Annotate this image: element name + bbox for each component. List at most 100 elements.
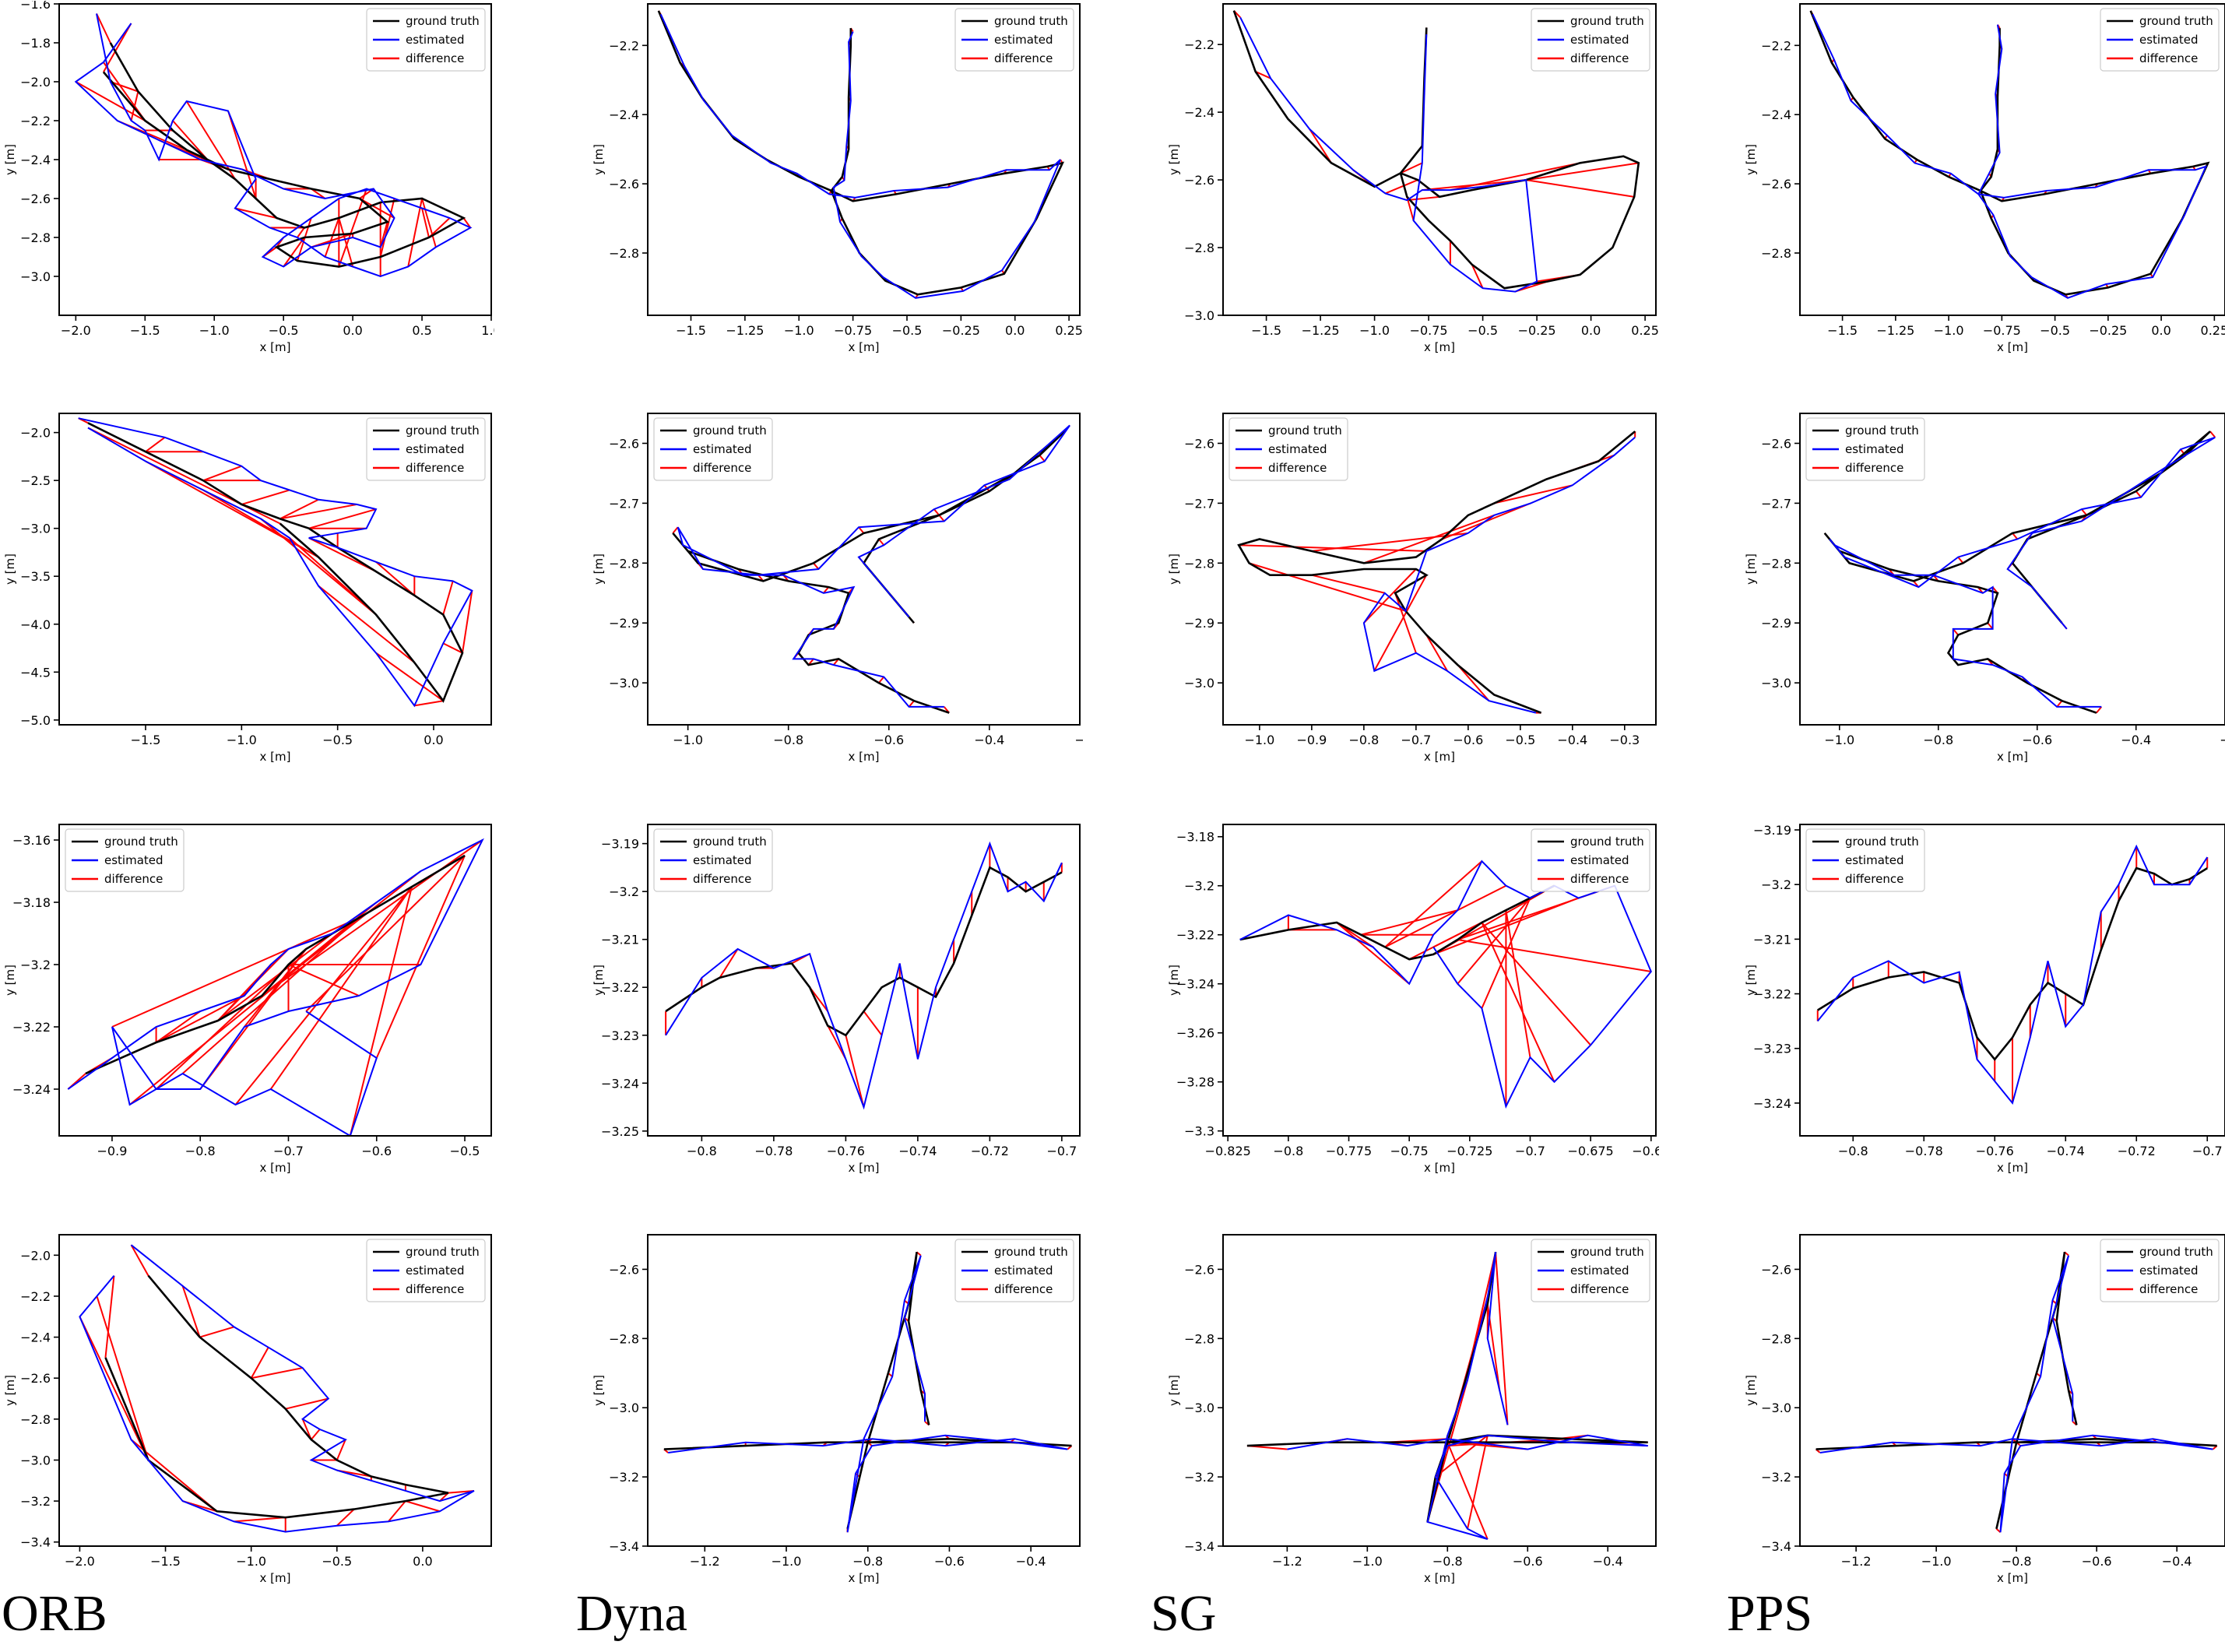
x-tick-label: −0.76: [827, 1144, 865, 1158]
x-tick-label: 1.0: [481, 323, 494, 338]
trajectory-plot-r3-c3: −1.2 −1.0 −0.8 −0.6 −0.4 −3.4 −3.2 −3.0 −2.8 −2.6…: [1744, 1234, 2225, 1585]
plot-frame: [1222, 413, 1657, 726]
difference-segment: [2012, 533, 2019, 540]
plot-frame: [1799, 413, 2225, 726]
legend: ground truth estimated difference: [653, 828, 773, 892]
y-tick-label: −2.6: [609, 177, 639, 192]
x-tick-label: −0.8: [687, 1144, 717, 1158]
y-tick-label: −2.4: [1761, 107, 1791, 122]
y-axis-label: y [m]: [592, 554, 606, 585]
difference-segment: [405, 1500, 441, 1513]
trajectory-plot-r1-c2: −1.0 −0.9 −0.8 −0.7 −0.6 −0.5 −0.4 −0.3 −3.0 −2.9…: [1167, 413, 1657, 764]
difference-segment: [672, 526, 679, 534]
legend-label: estimated: [1845, 442, 1904, 456]
y-tick-label: −3.4: [1761, 1539, 1791, 1554]
x-tick-label: −0.5: [322, 733, 353, 747]
y-tick-label: −2.6: [1761, 436, 1791, 451]
difference-segment: [199, 948, 307, 1090]
difference-segment: [1457, 897, 1531, 985]
ground-truth-series-line: [1239, 884, 1555, 961]
difference-segment: [279, 498, 319, 520]
x-axis-label: x [m]: [1424, 1161, 1455, 1175]
difference-segment: [442, 581, 454, 615]
legend-label: ground truth: [1570, 1245, 1644, 1259]
legend-label: estimated: [1570, 33, 1629, 47]
difference-segment: [145, 460, 319, 558]
column-label-orb: ORB: [2, 1585, 107, 1642]
legend-box: [65, 828, 185, 892]
y-tick-label: −3.24: [12, 1082, 51, 1097]
legend: ground truth estimated difference: [2100, 1239, 2220, 1302]
y-tick-label: −3.0: [20, 269, 51, 284]
legend: ground truth estimated difference: [366, 417, 486, 481]
legend-label: estimated: [693, 853, 752, 867]
legend-label: difference: [1570, 1282, 1629, 1296]
y-tick-label: −3.2: [20, 958, 51, 972]
difference-segment: [234, 886, 413, 1105]
y-tick-label: −3.28: [1176, 1075, 1214, 1090]
difference-segment: [1255, 71, 1271, 79]
x-tick-label: −0.8: [1273, 1144, 1303, 1158]
difference-segment: [1363, 568, 1417, 624]
legend-label: ground truth: [406, 14, 480, 28]
trajectory-plot-r0-c1: −1.5 −1.25 −1.0 −0.75 −0.5 −0.25 0.0 0.25 −2.8 −2…: [592, 3, 1083, 354]
x-tick-label: −0.4: [1557, 733, 1587, 747]
y-tick-label: −2.6: [1184, 436, 1214, 451]
x-tick-label: −1.0: [1352, 1554, 1383, 1569]
y-tick-label: −2.6: [609, 1262, 639, 1277]
difference-segment: [1336, 922, 1410, 985]
difference-segment: [1953, 628, 1959, 636]
y-tick-label: −2.6: [609, 436, 639, 451]
plot-frame: [1222, 1234, 1657, 1547]
estimated-series-line: [677, 424, 1070, 708]
x-tick-label: −0.9: [97, 1144, 128, 1158]
x-axis-label: x [m]: [260, 1161, 291, 1175]
legend-box: [954, 1239, 1074, 1302]
y-tick-label: −2.8: [1761, 556, 1791, 571]
y-tick-label: −4.0: [20, 617, 51, 632]
y-tick-label: −2.7: [609, 496, 639, 511]
legend: ground truth estimated difference: [1228, 417, 1348, 481]
y-tick-label: −2.8: [1761, 246, 1791, 261]
x-tick-label: −0.7: [2192, 1144, 2223, 1158]
y-tick-label: −2.7: [1184, 496, 1214, 511]
difference-segment: [310, 1429, 321, 1440]
ground-truth-series-line: [657, 10, 1065, 296]
y-tick-label: −3.23: [601, 1028, 639, 1043]
x-tick-label: 0.0: [424, 733, 443, 747]
difference-segment: [1446, 1442, 1489, 1540]
y-tick-label: −3.0: [1761, 676, 1791, 691]
x-tick-label: −1.25: [726, 323, 764, 338]
x-tick-label: −0.5: [1468, 323, 1498, 338]
difference-segment: [719, 948, 739, 979]
x-tick-label: −1.25: [1302, 323, 1340, 338]
y-tick-label: −3.0: [20, 522, 51, 536]
legend-label: ground truth: [1570, 14, 1644, 28]
difference-segment: [858, 526, 865, 534]
plot-frame: [647, 824, 1081, 1137]
plot-area: [79, 1244, 475, 1533]
difference-segment: [1467, 1435, 1489, 1529]
legend-label: estimated: [1570, 1264, 1629, 1278]
difference-segment: [1457, 939, 1651, 972]
difference-segment: [421, 198, 437, 248]
x-axis-label: x [m]: [1424, 1571, 1455, 1585]
x-tick-label: −0.6: [1453, 733, 1483, 747]
x-tick-label: −0.4: [1016, 1554, 1046, 1569]
column-label-sg: SG: [1151, 1585, 1217, 1642]
legend-label: ground truth: [104, 835, 178, 849]
y-tick-label: −3.4: [1184, 1539, 1214, 1554]
x-axis-label: x [m]: [1997, 750, 2028, 764]
ground-truth-series-line: [102, 42, 466, 268]
difference-segment: [1394, 592, 1417, 654]
x-axis-label: x [m]: [849, 1571, 880, 1585]
difference-segment: [181, 1285, 201, 1337]
x-tick-label: 0.5: [412, 323, 431, 338]
difference-segment: [103, 62, 146, 121]
y-tick-label: −2.9: [1761, 616, 1791, 631]
y-tick-label: −2.9: [1184, 616, 1214, 631]
y-axis-label: y [m]: [1167, 1375, 1181, 1406]
difference-segment: [251, 1367, 303, 1380]
difference-segment: [1407, 195, 1440, 202]
x-tick-label: −0.6: [873, 733, 904, 747]
